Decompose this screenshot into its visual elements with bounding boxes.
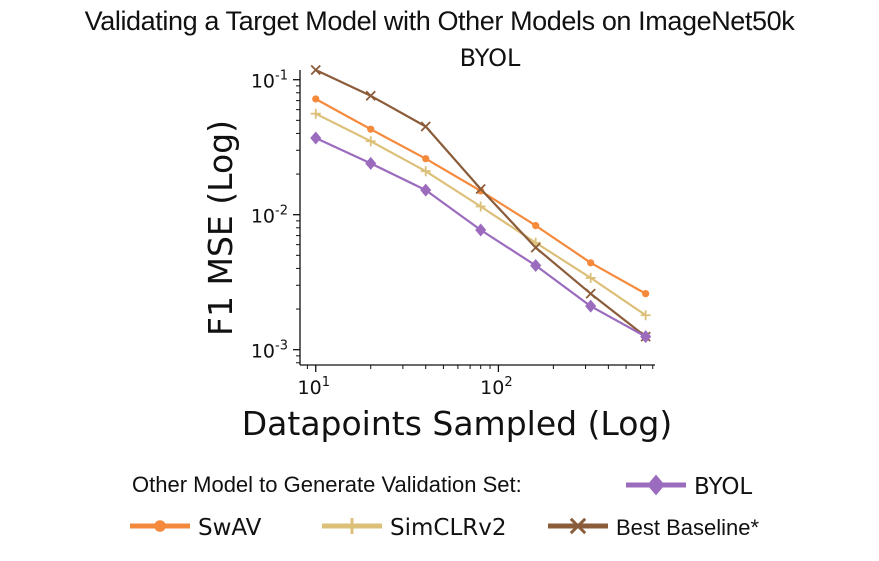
legend-label: SimCLRv2 xyxy=(390,515,507,541)
data-point xyxy=(585,288,596,299)
legend-label: Best Baseline* xyxy=(616,515,760,540)
legend-marker xyxy=(344,518,360,534)
data-point xyxy=(367,125,375,133)
series-line xyxy=(315,137,647,338)
data-point xyxy=(475,201,486,212)
legend-label: SwAV xyxy=(198,515,262,541)
data-point xyxy=(422,155,430,163)
series-line xyxy=(315,112,647,317)
data-point xyxy=(365,156,377,170)
data-point xyxy=(530,259,542,273)
data-point xyxy=(310,131,322,145)
data-point xyxy=(640,330,652,344)
data-point xyxy=(420,121,431,132)
data-point xyxy=(310,108,321,119)
series-line xyxy=(315,98,647,295)
data-point xyxy=(420,166,431,177)
series-simclrv2 xyxy=(310,108,651,321)
series-byol xyxy=(310,131,652,344)
data-point xyxy=(640,310,651,321)
x-axis-label: Datapoints Sampled (Log) xyxy=(242,404,673,443)
x-tick-label: 102 xyxy=(480,375,512,399)
data-point xyxy=(585,272,596,283)
legend-item: BYOL xyxy=(626,474,752,500)
legend-item: SimCLRv2 xyxy=(322,515,507,541)
ticks: 101 102 10-1 10-2 10-3 xyxy=(251,69,654,399)
x-tick-label: 101 xyxy=(298,375,330,399)
chart-subtitle: BYOL xyxy=(459,44,521,72)
data-point xyxy=(530,242,541,253)
y-tick-label: 10-1 xyxy=(251,69,288,93)
data-point xyxy=(312,95,320,103)
data-point xyxy=(585,299,597,313)
legend-marker xyxy=(154,520,166,532)
series-swav xyxy=(312,95,650,298)
data-point xyxy=(475,223,487,237)
data-point xyxy=(587,259,595,267)
axes xyxy=(299,70,655,366)
series-best-baseline xyxy=(310,64,651,342)
chart-title: Validating a Target Model with Other Mod… xyxy=(84,6,795,36)
legend-marker xyxy=(647,474,665,496)
data-point xyxy=(477,187,485,195)
y-tick-label: 10-2 xyxy=(251,204,288,228)
data-point xyxy=(365,90,376,101)
data-point xyxy=(365,136,376,147)
legend-label: BYOL xyxy=(694,474,752,500)
y-tick-label: 10-3 xyxy=(251,339,288,363)
y-axis-label: F1 MSE (Log) xyxy=(201,120,240,336)
series-layer xyxy=(310,64,652,344)
legend-item: Best Baseline* xyxy=(548,515,760,540)
legend-item: SwAV xyxy=(130,515,262,541)
data-point xyxy=(310,64,321,76)
data-point xyxy=(642,290,650,298)
legend-title: Other Model to Generate Validation Set: xyxy=(132,472,522,497)
legend: Other Model to Generate Validation Set: … xyxy=(130,472,760,541)
data-point xyxy=(475,183,486,195)
data-point xyxy=(420,183,432,197)
legend-marker xyxy=(569,517,587,535)
data-point xyxy=(532,222,540,230)
